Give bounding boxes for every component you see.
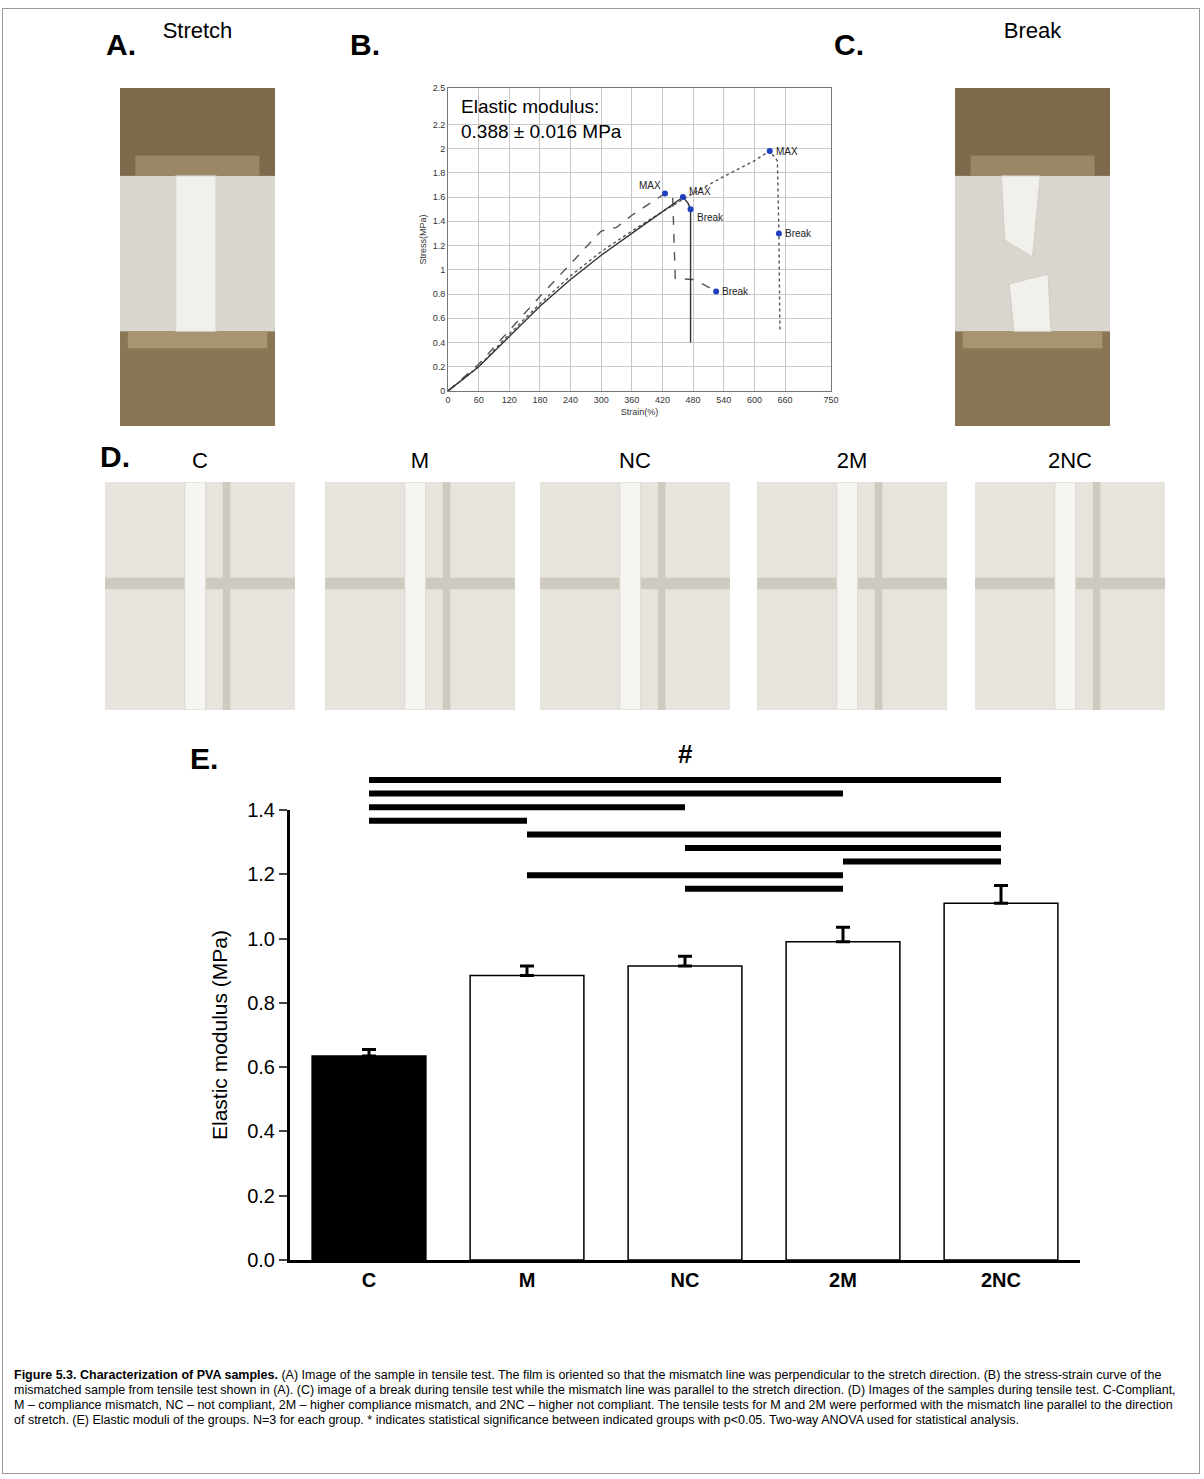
svg-text:Break: Break	[697, 212, 724, 223]
html-text:2NC: 2NC	[1048, 448, 1092, 473]
svg-text:660: 660	[778, 395, 793, 405]
svg-text:Elastic modulus:0.388 ± 0.016: Elastic modulus:0.388 ± 0.016 MPa	[461, 96, 622, 142]
svg-text:0.8: 0.8	[433, 289, 446, 299]
html-text:B.: B.	[350, 28, 380, 61]
html-text:D.: D.	[100, 440, 130, 473]
svg-text:NC: NC	[671, 1269, 700, 1291]
svg-text:0.4: 0.4	[247, 1120, 275, 1142]
html-text:A.: A.	[106, 28, 136, 61]
svg-text:2NC: 2NC	[981, 1269, 1021, 1291]
svg-text:480: 480	[686, 395, 701, 405]
svg-text:M: M	[519, 1269, 536, 1291]
svg-text:180: 180	[532, 395, 547, 405]
svg-text:300: 300	[594, 395, 609, 405]
svg-text:1: 1	[440, 265, 445, 275]
svg-text:1.4: 1.4	[247, 799, 275, 821]
svg-text:0.0: 0.0	[247, 1249, 275, 1271]
html-text:Figure 5.3. Characterization o: Figure 5.3. Characterization of PVA samp…	[14, 1368, 1176, 1427]
svg-text:C: C	[362, 1269, 376, 1291]
svg-text:Stress(MPa): Stress(MPa)	[418, 214, 428, 264]
html-text:C.: C.	[834, 28, 864, 61]
svg-text:1.6: 1.6	[433, 192, 446, 202]
svg-text:#: #	[678, 739, 693, 769]
svg-text:0.8: 0.8	[247, 992, 275, 1014]
svg-text:60: 60	[474, 395, 484, 405]
svg-text:600: 600	[747, 395, 762, 405]
svg-text:Elastic modulus (MPa): Elastic modulus (MPa)	[208, 930, 231, 1140]
html-text:M: M	[410, 448, 430, 473]
svg-text:540: 540	[716, 395, 731, 405]
svg-text:MAX: MAX	[689, 186, 711, 197]
svg-text:1.4: 1.4	[433, 216, 446, 226]
svg-text:0.6: 0.6	[433, 313, 446, 323]
svg-text:Break: Break	[722, 286, 749, 297]
svg-text:0: 0	[445, 395, 450, 405]
svg-text:2.2: 2.2	[433, 120, 446, 130]
svg-text:MAX: MAX	[639, 180, 661, 191]
svg-text:MAX: MAX	[776, 146, 798, 157]
html-text:Stretch: Stretch	[162, 18, 233, 43]
svg-text:Break: Break	[785, 228, 812, 239]
svg-text:Strain(%): Strain(%)	[621, 407, 659, 417]
svg-text:240: 240	[563, 395, 578, 405]
svg-text:2: 2	[440, 144, 445, 154]
svg-text:0.2: 0.2	[247, 1185, 275, 1207]
html-text:2M: 2M	[836, 448, 868, 473]
svg-text:360: 360	[624, 395, 639, 405]
html-text:E.: E.	[190, 742, 219, 775]
html-text:Break: Break	[1003, 18, 1062, 43]
svg-text:1.2: 1.2	[247, 863, 275, 885]
svg-text:0: 0	[440, 386, 445, 396]
svg-text:1.0: 1.0	[247, 928, 275, 950]
svg-text:750: 750	[823, 395, 838, 405]
svg-text:0.2: 0.2	[433, 362, 446, 372]
svg-text:1.2: 1.2	[433, 241, 446, 251]
svg-text:2.5: 2.5	[433, 83, 446, 93]
svg-text:2M: 2M	[829, 1269, 857, 1291]
svg-text:0.6: 0.6	[247, 1056, 275, 1078]
html-text:NC: NC	[619, 448, 651, 473]
svg-text:1.8: 1.8	[433, 168, 446, 178]
html-text:C: C	[192, 448, 208, 473]
svg-text:0.4: 0.4	[433, 338, 446, 348]
svg-text:420: 420	[655, 395, 670, 405]
svg-text:120: 120	[502, 395, 517, 405]
